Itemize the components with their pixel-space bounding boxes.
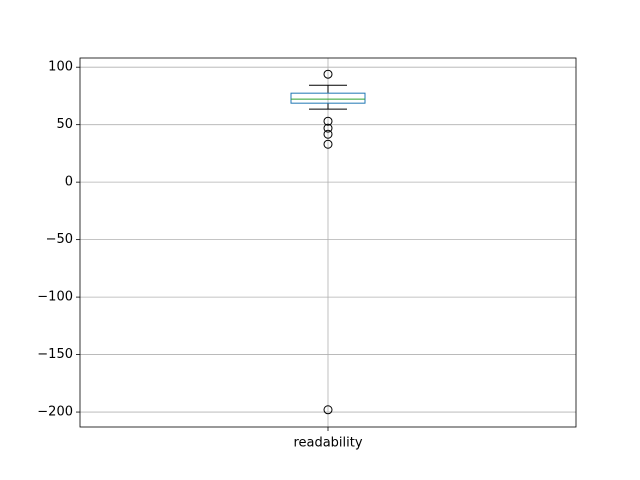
y-tick-label: −50	[46, 232, 73, 247]
y-tick-label: 100	[48, 60, 73, 75]
plot-frame	[79, 57, 577, 428]
y-tick-label: −200	[37, 405, 73, 420]
box	[290, 92, 366, 104]
y-tick-label: −100	[37, 290, 73, 305]
outlier	[323, 69, 333, 79]
y-tick-label: 0	[65, 175, 73, 190]
outlier	[323, 405, 333, 415]
x-tick-label: readability	[293, 436, 362, 451]
y-tick-label: −150	[37, 347, 73, 362]
outlier	[323, 123, 333, 133]
outlier	[323, 116, 333, 126]
outlier	[323, 129, 333, 139]
outlier	[323, 139, 333, 149]
y-tick-label: 50	[56, 117, 73, 132]
